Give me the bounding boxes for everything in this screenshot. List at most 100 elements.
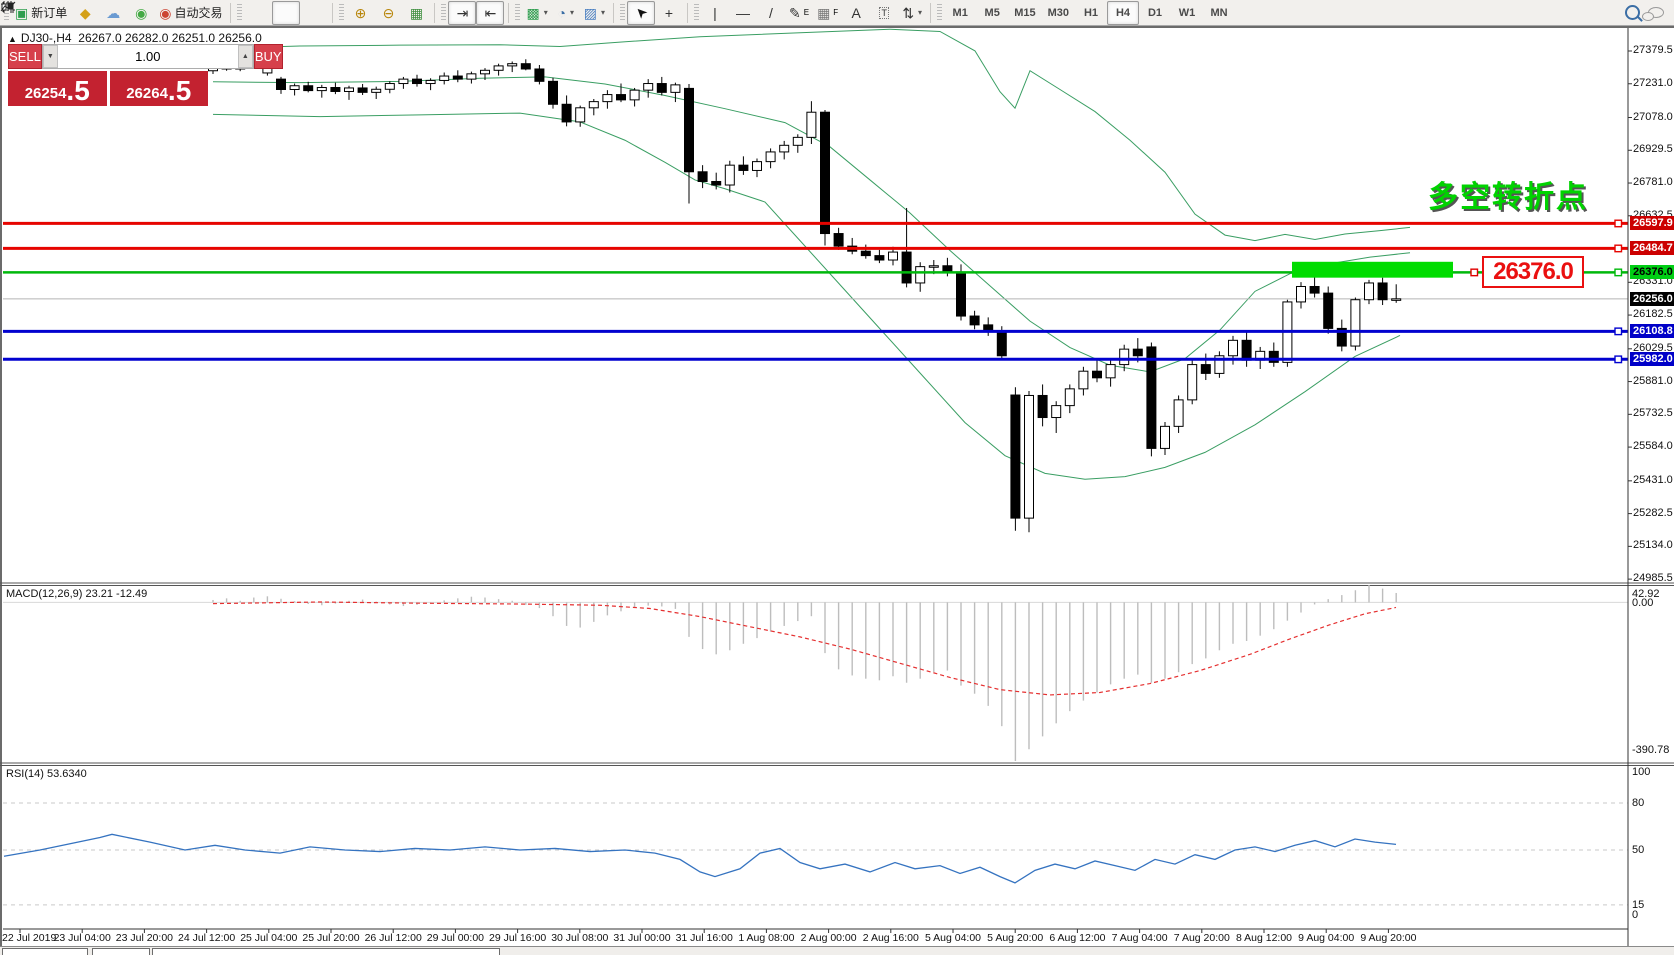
one-click-trading-panel: SELL ▼ ▲ BUY 26254.5 26264.5 (8, 44, 283, 106)
cursor-button[interactable]: ➤ (626, 0, 655, 25)
rsi-axis-label: 0 (1632, 909, 1639, 921)
bottom-tab[interactable] (92, 948, 150, 955)
macd-axis-label: -390.78 (1632, 744, 1670, 756)
autotrade-button[interactable]: ◉ 自动交易 (155, 1, 226, 25)
sell-button[interactable]: SELL (8, 44, 42, 69)
text-label-button[interactable]: T (870, 1, 898, 25)
horizontal-line-glyph-icon: — (735, 4, 750, 21)
autotrade-button-label: 自动交易 (174, 6, 223, 20)
timeframe-d1-button[interactable]: D1 (1147, 6, 1163, 19)
time-axis-label: 29 Jul 16:00 (488, 932, 547, 944)
chat-icon[interactable] (1642, 7, 1664, 21)
time-axis-label: 2 Aug 16:00 (862, 932, 919, 944)
time-axis-label: 9 Aug 20:00 (1360, 932, 1417, 944)
trendline-glyph-icon: / (769, 4, 773, 21)
tile-windows-button[interactable]: ▦ (402, 1, 430, 25)
current-price-badge: 26256.0 (1630, 291, 1674, 306)
timeframe-m1-button[interactable]: M1 (952, 6, 968, 19)
timeframe-h1-button[interactable]: H1 (1083, 6, 1099, 19)
chart-window[interactable] (0, 26, 1674, 947)
timeframe-m15-button[interactable]: M15 (1014, 6, 1036, 19)
profile-icon-glyph-icon: ☁ (106, 4, 121, 21)
macd-axis-label: 0.00 (1632, 597, 1654, 610)
rsi-axis-label: 50 (1632, 844, 1645, 856)
zoom-in-button[interactable]: ⊕ (346, 1, 374, 25)
auto-scroll-button[interactable]: ⇥ (448, 0, 477, 25)
time-axis-label: 26 Jul 12:00 (364, 932, 422, 944)
buy-button[interactable]: BUY (253, 44, 283, 69)
bar-chart-button[interactable] (1, 1, 272, 25)
macd-histogram (212, 584, 1397, 761)
time-axis-label: 23 Jul 04:00 (53, 932, 111, 944)
templates-button[interactable]: ▨ ▾ (580, 1, 609, 25)
zoom-out-button[interactable]: ⊖ (374, 1, 402, 25)
timeframe-mn-button[interactable]: MN (1210, 6, 1228, 19)
time-axis-label: 1 Aug 08:00 (738, 932, 795, 944)
equidistant-channel-button[interactable]: ✎ E (785, 1, 813, 25)
chart-title: ▲ DJ30-,H4 26267.0 26282.0 26251.0 26256.… (8, 31, 262, 45)
price-axis-label: 25134.0 (1633, 539, 1673, 552)
autotrade-glyph-icon: ◉ (159, 4, 172, 21)
auto-scroll-glyph-icon: ⇥ (456, 4, 469, 21)
toolbar-separator (612, 2, 614, 23)
price-axis-label: 27078.0 (1633, 110, 1673, 123)
sell-price[interactable]: 26254.5 (8, 71, 107, 106)
text-label-glyph-icon: T (879, 6, 889, 19)
price-axis-label: 26182.5 (1633, 308, 1673, 321)
trendline-button[interactable]: / (757, 1, 785, 25)
indicators-button[interactable]: ▩ ▾ (522, 1, 551, 25)
fibonacci-button[interactable]: ▦ F (813, 1, 842, 25)
time-axis-label: 7 Aug 04:00 (1111, 932, 1168, 944)
price-level-badge: 26597.9 (1630, 216, 1674, 231)
price-axis-label: 24985.5 (1633, 572, 1673, 585)
time-axis-label: 25 Jul 20:00 (302, 932, 360, 944)
time-axis-label: 2 Aug 00:00 (800, 932, 857, 944)
collapse-arrow-icon[interactable]: ▲ (8, 34, 17, 44)
text-glyph-icon: A (851, 4, 861, 21)
profile-icon[interactable]: ☁ (99, 1, 127, 25)
dropdown-arrow-icon: ▾ (543, 8, 548, 17)
macd-axis-label: 42.92 (1632, 588, 1660, 600)
dropdown-arrow-icon: ▾ (600, 8, 605, 17)
rsi-axis-label: 80 (1632, 797, 1645, 809)
buy-price[interactable]: 26264.5 (109, 71, 208, 106)
price-axis-label: 26781.0 (1633, 176, 1673, 189)
volume-input[interactable] (57, 45, 238, 68)
price-axis-label: 25584.0 (1633, 440, 1673, 453)
chart-shift-button[interactable]: ⇤ (476, 0, 505, 25)
time-axis-label: 30 Jul 08:00 (551, 932, 609, 944)
templates-glyph-icon: ▨ (583, 4, 597, 21)
timeframe-h4-button[interactable]: H4 (1107, 0, 1139, 25)
time-axis-label: 25 Jul 04:00 (240, 932, 298, 944)
vertical-line-button[interactable]: | (701, 1, 729, 25)
cursor-glyph-icon: ➤ (631, 2, 651, 23)
candlestick-chart-button[interactable] (1, 0, 301, 25)
line-chart-button[interactable] (0, 1, 328, 25)
time-axis-label: 8 Aug 12:00 (1235, 932, 1293, 944)
timeframe-m30-button[interactable]: M30 (1047, 6, 1069, 19)
text-button[interactable]: A (842, 1, 870, 25)
signal-icon[interactable]: ◉ (127, 1, 155, 25)
arrows-glyph-icon: ⇅ (902, 4, 915, 21)
volume-down-button[interactable]: ▼ (42, 45, 58, 68)
time-axis-label: 7 Aug 20:00 (1173, 932, 1230, 944)
volume-up-button[interactable]: ▲ (237, 45, 253, 68)
price-axis-label: 25881.0 (1633, 374, 1673, 387)
macd-indicator-label: MACD(12,26,9) 23.21 -12.49 (6, 588, 148, 600)
bottom-tab[interactable] (2, 948, 88, 955)
periods-glyph-icon: ◔ (557, 4, 566, 21)
horizontal-line-button[interactable]: — (729, 1, 757, 25)
eraser-icon[interactable]: ◆ (71, 1, 99, 25)
periods-button[interactable]: ◔ ▾ (552, 1, 580, 25)
price-level-badge: 26108.8 (1630, 324, 1674, 339)
sub-letter: F (833, 8, 839, 17)
search-icon[interactable] (1625, 5, 1640, 20)
timeframe-m5-button[interactable]: M5 (984, 6, 1000, 19)
bottom-tab[interactable] (152, 948, 500, 955)
timeframe-w1-button[interactable]: W1 (1178, 6, 1196, 19)
crosshair-button[interactable]: + (655, 1, 683, 25)
new-order-button[interactable]: ▣ 新订单 (11, 1, 71, 25)
price-axis-label: 25282.5 (1633, 506, 1673, 519)
arrows-button[interactable]: ⇅ ▾ (898, 1, 926, 25)
